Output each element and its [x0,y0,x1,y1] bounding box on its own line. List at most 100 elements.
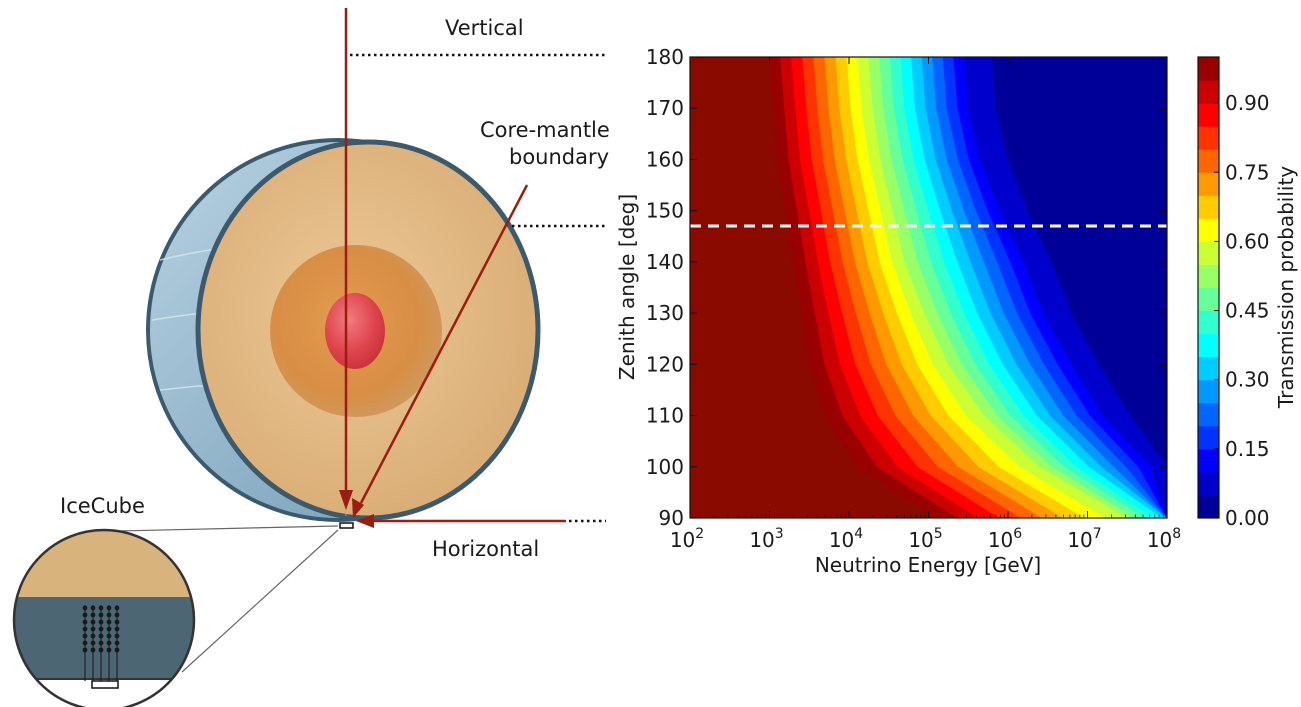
colorbar-segment [1198,126,1219,150]
colorbar-tick-label: 0.00 [1225,506,1270,530]
colorbar-segment [1198,402,1219,427]
optical-module [90,619,96,625]
optical-module [106,640,112,646]
icecube-surface-station [91,680,119,689]
horizontal-label: Horizontal [432,537,539,561]
optical-module [98,612,104,618]
colorbar-frame [1197,56,1220,519]
optical-module [82,633,88,639]
colorbar-segment [1198,172,1219,196]
icecube-detector-strings [82,605,120,681]
optical-module [90,633,96,639]
colorbar-title: Transmission probability [1274,166,1298,409]
optical-module [82,626,88,632]
neutrino-arrows [339,8,566,528]
x-tick-exponent: 4 [854,526,863,542]
core-mantle-label-line1: Core-mantle [480,118,610,142]
inset-border [12,528,196,707]
vertical-label: Vertical [445,16,524,40]
optical-module [114,626,120,632]
optical-module [114,605,120,611]
optical-module [106,647,112,653]
optical-module [82,640,88,646]
icecube-label: IceCube [60,494,145,518]
colorbar-segment [1198,287,1219,312]
y-tick-label: 180 [646,45,684,69]
colorbar-tick-label: 0.90 [1225,91,1270,115]
colorbar-segment [1198,241,1219,265]
y-tick-label: 140 [646,250,684,274]
optical-module [106,633,112,639]
colorbar-segment [1198,310,1219,335]
inset-ice [14,597,194,679]
core-mantle-arrow [359,184,529,504]
colorbar-segment [1198,448,1219,473]
optical-module [90,605,96,611]
optical-module [90,612,96,618]
x-tick-label: 108 [1147,526,1181,552]
y-axis-title: Zenith angle [deg] [615,194,639,380]
x-tick-label: 104 [829,526,863,552]
colorbar-segment [1198,333,1219,358]
vertical-arrowhead [339,490,353,510]
colorbar-segment [1198,195,1219,219]
x-tick-exponent: 3 [775,526,784,542]
colorbar-segment [1198,425,1219,450]
colorbar-ticks: 0.00 0.15 0.30 0.45 0.60 0.75 0.90 [1214,91,1270,530]
x-tick-exponent: 8 [1172,526,1181,542]
optical-module [114,619,120,625]
colorbar-tick-label: 0.75 [1225,160,1270,184]
x-axis-title: Neutrino Energy [GeV] [815,553,1041,577]
optical-module [98,640,104,646]
y-tick-label: 130 [646,301,684,325]
colorbar-segment [1198,149,1219,173]
colorbar-segment [1198,264,1219,288]
optical-module [114,640,120,646]
x-axis: 102 103 104 105 106 107 108 [670,57,1181,552]
core-mantle-label-line2: boundary [509,145,609,169]
optical-module [106,605,112,611]
optical-module [106,612,112,618]
y-tick-label: 110 [646,404,684,428]
icecube-marker [339,522,354,529]
colorbar-tick-label: 0.15 [1225,437,1270,461]
zoom-line [181,529,339,673]
optical-module [114,633,120,639]
y-tick-label: 90 [659,506,684,530]
colorbar-segment [1198,80,1219,104]
transmission-heatmap: 102 103 104 105 106 107 108 901001101201301401… [615,45,1298,577]
optical-module [114,647,120,653]
optical-module [98,633,104,639]
x-tick-label: 103 [749,526,783,552]
optical-module [90,640,96,646]
x-tick-exponent: 7 [1093,526,1102,542]
y-tick-label: 160 [646,147,684,171]
x-tick-label: 105 [908,526,942,552]
x-tick-exponent: 6 [1013,526,1022,542]
y-tick-label: 150 [646,199,684,223]
x-tick-exponent: 5 [934,526,943,542]
optical-module [106,619,112,625]
colorbar-segment [1198,494,1219,519]
colorbar-segment [1198,471,1219,496]
optical-module [90,647,96,653]
optical-module [82,612,88,618]
x-tick-exponent: 2 [695,526,704,542]
optical-module [98,626,104,632]
optical-module [98,619,104,625]
colorbar-tick-label: 0.60 [1225,229,1270,253]
colorbar-segment [1198,103,1219,127]
optical-module [114,612,120,618]
horizontal-arrowhead [356,514,374,528]
colorbar [1198,57,1219,519]
colorbar-tick-label: 0.30 [1225,368,1270,392]
optical-module [98,647,104,653]
y-tick-label: 170 [646,96,684,120]
x-tick-label: 106 [988,526,1022,552]
colorbar-tick-label: 0.45 [1225,299,1270,323]
x-tick-label: 107 [1067,526,1101,552]
optical-module [90,626,96,632]
optical-module [82,619,88,625]
optical-module [106,626,112,632]
